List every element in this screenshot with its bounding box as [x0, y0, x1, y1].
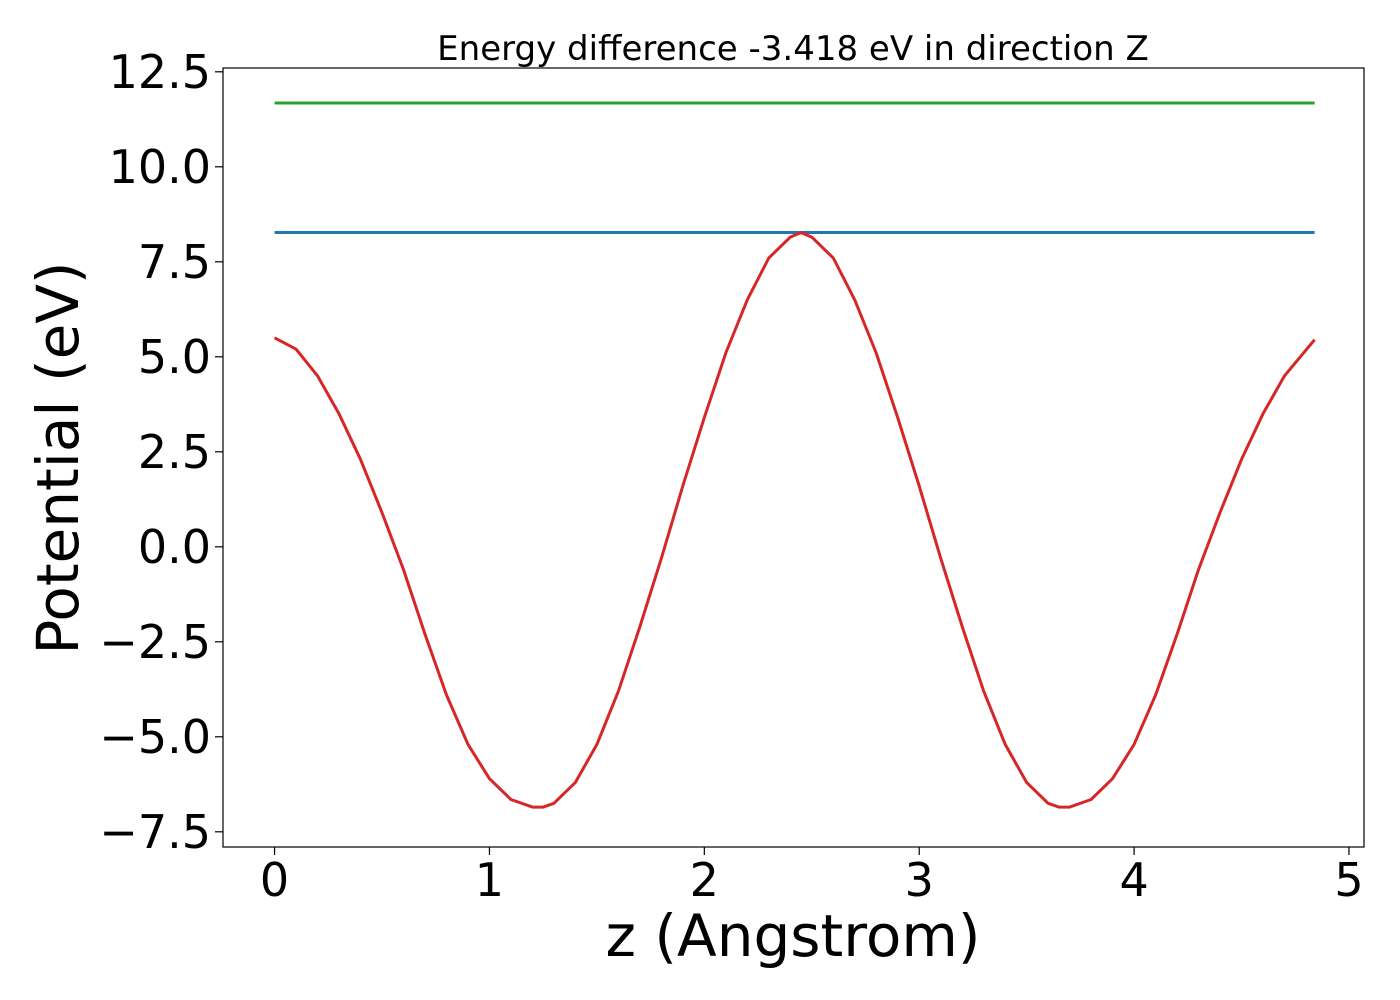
x-tick-label: 0 [260, 853, 289, 907]
y-tick-label: −2.5 [99, 615, 211, 669]
y-tick-label: −5.0 [99, 710, 211, 764]
y-tick-label: 7.5 [138, 235, 211, 289]
y-tick-label: −7.5 [99, 805, 211, 859]
y-axis-label: Potential (eV) [24, 261, 92, 654]
x-tick-label: 3 [905, 853, 934, 907]
plot-area [222, 67, 1365, 848]
series-line-2 [273, 231, 1316, 809]
y-tick-label: 5.0 [138, 330, 211, 384]
x-axis: 0 1 2 3 4 5 [260, 847, 1364, 907]
y-tick-label: 10.0 [109, 140, 211, 194]
y-tick-label: 12.5 [109, 45, 211, 99]
x-tick-label: 2 [690, 853, 719, 907]
y-axis: −7.5 −5.0 −2.5 0.0 2.5 5.0 7.5 10.0 12.5 [99, 45, 223, 859]
chart-title: Energy difference -3.418 eV in direction… [437, 29, 1149, 69]
x-tick-label: 4 [1119, 853, 1148, 907]
x-tick-label: 5 [1334, 853, 1363, 907]
y-tick-label: 0.0 [138, 520, 211, 574]
x-tick-label: 1 [475, 853, 504, 907]
x-axis-label: z (Angstrom) [606, 902, 981, 970]
y-tick-label: 2.5 [138, 425, 211, 479]
plot-frame [222, 67, 1365, 848]
